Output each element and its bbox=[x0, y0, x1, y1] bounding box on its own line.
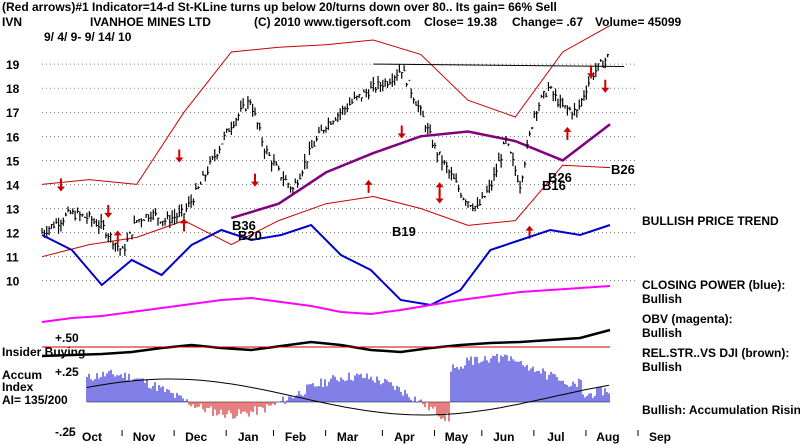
bollinger-bands bbox=[41, 25, 611, 258]
upper-band bbox=[41, 25, 611, 185]
signal-arrows bbox=[56, 65, 610, 244]
trend-label: BULLISH PRICE TREND bbox=[642, 214, 779, 228]
x-tick-jul: Jul bbox=[547, 430, 564, 444]
x-tick-apr: Apr bbox=[394, 430, 415, 444]
closing-power-line bbox=[41, 223, 611, 307]
buy-arrow bbox=[113, 230, 122, 236]
x-tick-oct: Oct bbox=[82, 430, 102, 444]
header-indicator-text: (Red arrows)#1 Indicator=14-d St-KLine t… bbox=[2, 0, 557, 14]
annotation-b26: B26 bbox=[548, 170, 572, 185]
closing-power-label: CLOSING POWER (blue): bbox=[642, 278, 786, 292]
sell-arrow bbox=[251, 181, 259, 187]
accum-label-1: Accum bbox=[2, 368, 43, 382]
date-range: 9/ 4/ 9- 9/ 14/ 10 bbox=[44, 30, 132, 44]
annotation-b36: B36 bbox=[232, 218, 256, 233]
y-tick-18: 18 bbox=[6, 82, 20, 96]
ticker: IVN bbox=[2, 15, 23, 29]
x-tick-feb: Feb bbox=[285, 430, 306, 444]
sell-arrow bbox=[175, 157, 184, 163]
buy-arrow bbox=[364, 179, 373, 185]
buy-arrow bbox=[435, 182, 444, 188]
x-tick-jan: Jan bbox=[238, 430, 259, 444]
indicator-lines bbox=[41, 223, 611, 358]
x-tick-labels: Oct Nov Dec Jan Feb Mar Apr May Jun Jul Aug Sep bbox=[69, 430, 671, 444]
buy-arrow bbox=[525, 225, 534, 231]
y-tick-14: 14 bbox=[6, 178, 20, 192]
accum-ma-line bbox=[86, 378, 610, 416]
accum-summary: Bullish: Accumulation Rising bbox=[642, 403, 800, 417]
gridlines bbox=[42, 63, 635, 281]
price-bars bbox=[41, 53, 625, 256]
change-value: Change= .67 bbox=[512, 15, 584, 29]
x-tick-mar: Mar bbox=[337, 430, 359, 444]
x-tick-jun: Jun bbox=[493, 430, 514, 444]
buy-arrow bbox=[180, 218, 188, 224]
minus-25-label: -.25 bbox=[55, 425, 76, 439]
accumulation-histogram bbox=[86, 353, 610, 422]
sell-arrow bbox=[587, 73, 596, 79]
accum-label-2: Index bbox=[2, 380, 34, 394]
y-tick-12: 12 bbox=[6, 227, 20, 241]
rel-str-line bbox=[41, 328, 611, 358]
y-tick-17: 17 bbox=[6, 106, 20, 120]
obv-label: OBV (magenta): bbox=[642, 312, 733, 326]
y-tick-10: 10 bbox=[6, 275, 20, 289]
x-tick-dec: Dec bbox=[185, 430, 207, 444]
sell-arrow bbox=[56, 186, 65, 192]
moving-average bbox=[230, 123, 611, 220]
lower-band bbox=[41, 164, 611, 258]
x-tick-nov: Nov bbox=[133, 430, 156, 444]
ai-label: AI= 135/200 bbox=[2, 393, 68, 407]
annotation-b20: B20 bbox=[238, 228, 262, 243]
resistance-line bbox=[373, 63, 625, 67]
closing-power-status: Bullish bbox=[642, 292, 683, 306]
y-tick-15: 15 bbox=[6, 154, 20, 168]
x-tick-aug: Aug bbox=[596, 430, 619, 444]
annotation-b19: B19 bbox=[392, 224, 416, 239]
close-value: Close= 19.38 bbox=[424, 15, 498, 29]
volume-value: Volume= 45099 bbox=[595, 15, 682, 29]
rel-str-label: REL.STR..VS DJI (brown): bbox=[642, 346, 790, 360]
plus-50-label: +.50 bbox=[55, 331, 79, 345]
y-tick-labels: 10 11 12 13 14 15 16 17 18 19 bbox=[6, 58, 20, 289]
y-tick-13: 13 bbox=[6, 203, 20, 217]
y-tick-16: 16 bbox=[6, 130, 20, 144]
sell-arrow bbox=[397, 133, 406, 139]
annotation-b16: B16 bbox=[542, 178, 566, 193]
y-tick-19: 19 bbox=[6, 58, 20, 72]
annotation-b26: B26 bbox=[611, 162, 635, 177]
x-tick-sep: Sep bbox=[649, 430, 671, 444]
obv-line bbox=[41, 285, 611, 323]
sell-arrow bbox=[601, 87, 610, 93]
sell-arrow bbox=[435, 198, 444, 204]
x-tick-may: May bbox=[445, 430, 469, 444]
y-tick-11: 11 bbox=[6, 251, 19, 265]
buy-arrow bbox=[563, 126, 572, 132]
obv-status: Bullish bbox=[642, 326, 683, 340]
ma-line bbox=[230, 123, 611, 220]
company-name: IVANHOE MINES LTD bbox=[90, 15, 211, 29]
rel-str-status: Bullish bbox=[642, 360, 683, 374]
copyright: (C) 2010 www.tigersoft.com bbox=[254, 15, 411, 29]
sell-arrow bbox=[104, 212, 113, 218]
plus-25-label: +.25 bbox=[55, 365, 79, 379]
